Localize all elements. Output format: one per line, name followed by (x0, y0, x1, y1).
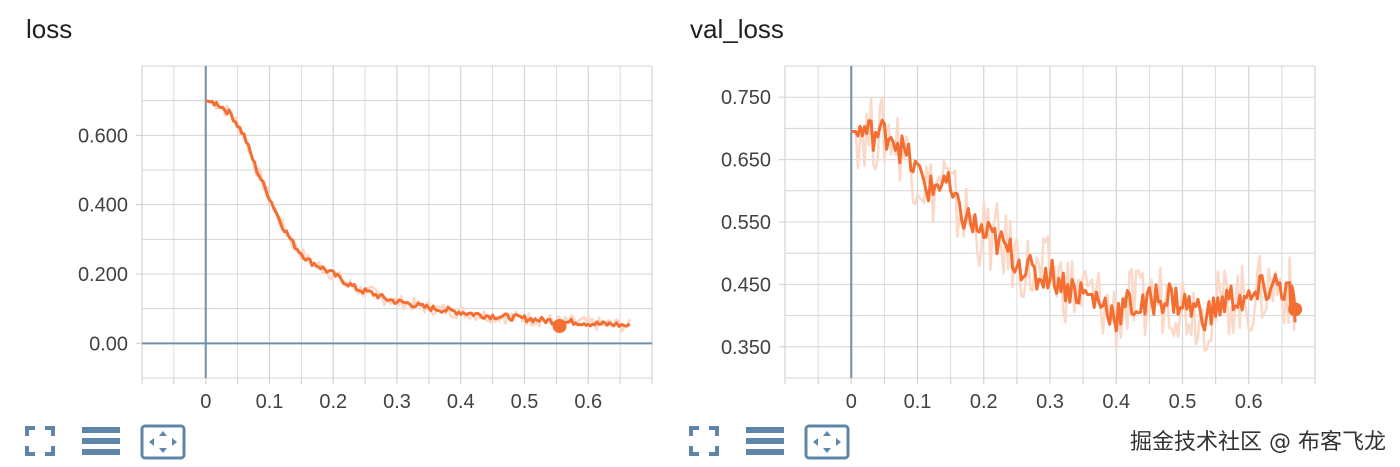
last-point-marker (1288, 302, 1303, 317)
x-tick-label: 0.1 (256, 391, 284, 413)
x-tick-label: 0.5 (511, 391, 539, 413)
data-table-icon[interactable] (82, 424, 120, 460)
x-tick-label: 0.3 (383, 391, 411, 413)
y-tick-label: 0.650 (721, 150, 771, 172)
x-tick-label: 0.3 (1036, 391, 1064, 413)
x-tick-label: 0 (200, 391, 211, 413)
x-tick-label: 0.4 (1102, 391, 1130, 413)
x-tick-label: 0.6 (1235, 391, 1263, 413)
y-tick-label: 0.350 (721, 337, 771, 359)
data-table-icon[interactable] (746, 424, 784, 460)
loss-plot[interactable]: 0 0.1 0.2 0.3 0.4 0.5 0.6 0.00 0.200 0.400 0.600 (0, 0, 690, 420)
y-tick-label: 0.400 (78, 195, 128, 217)
chart-title: loss (26, 14, 73, 44)
val-loss-chart-panel: val_loss 0 0.1 0.2 0.3 0.4 0.5 0.6 0.350 0.450 0.… (685, 0, 1400, 467)
x-tick-label: 0 (846, 391, 857, 413)
last-point-marker (552, 319, 567, 333)
x-tick-label: 0.5 (1169, 391, 1197, 413)
fit-domain-icon[interactable] (804, 424, 850, 460)
y-tick-label: 0.00 (89, 333, 128, 355)
x-tick-label: 0.4 (447, 391, 475, 413)
x-tick-label: 0.6 (574, 391, 602, 413)
x-tick-label: 0.2 (319, 391, 347, 413)
chart-title: val_loss (690, 14, 784, 44)
y-tick-label: 0.200 (78, 264, 128, 286)
x-tick-label: 0.1 (904, 391, 932, 413)
fullscreen-icon[interactable] (24, 424, 56, 460)
watermark: 掘金技术社区 @ 布客飞龙 (1130, 430, 1386, 455)
y-tick-label: 0.600 (78, 125, 128, 147)
y-tick-label: 0.750 (721, 87, 771, 109)
y-tick-label: 0.550 (721, 212, 771, 234)
fullscreen-icon[interactable] (688, 424, 720, 460)
loss-chart-panel: loss 0 0.1 0.2 0.3 0.4 0.5 0.6 0.00 0.200 0.400 0.… (0, 0, 690, 467)
fit-domain-icon[interactable] (140, 424, 186, 460)
x-tick-label: 0.2 (970, 391, 998, 413)
val-loss-plot[interactable]: 0 0.1 0.2 0.3 0.4 0.5 0.6 0.350 0.450 0.550 0.650 0… (685, 0, 1400, 420)
series-line (851, 118, 1297, 333)
y-tick-label: 0.450 (721, 274, 771, 296)
